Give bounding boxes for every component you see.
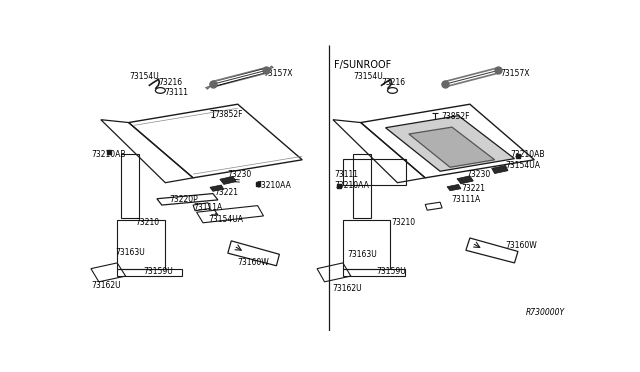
Text: 73154UA: 73154UA — [208, 215, 243, 224]
Text: 73160W: 73160W — [506, 241, 538, 250]
Text: 73210AA: 73210AA — [334, 181, 369, 190]
Text: 73154U: 73154U — [129, 72, 159, 81]
Text: 73216: 73216 — [158, 78, 182, 87]
Polygon shape — [205, 81, 218, 89]
Polygon shape — [385, 116, 515, 171]
Text: 73111: 73111 — [164, 88, 188, 97]
Text: 73163U: 73163U — [116, 248, 145, 257]
Text: 73221: 73221 — [461, 184, 485, 193]
Text: 73154UA: 73154UA — [506, 161, 541, 170]
Text: 73111: 73111 — [334, 170, 358, 179]
Text: 73210: 73210 — [136, 218, 159, 227]
Text: 73210AA: 73210AA — [256, 181, 291, 190]
Text: 73210AB: 73210AB — [91, 150, 125, 158]
Text: 73159U: 73159U — [143, 267, 173, 276]
Text: 73221: 73221 — [214, 188, 238, 197]
Text: 73210AB: 73210AB — [511, 150, 545, 158]
Text: 73157X: 73157X — [500, 69, 530, 78]
Text: F/SUNROOF: F/SUNROOF — [335, 60, 392, 70]
Text: 73111A: 73111A — [193, 203, 222, 212]
Text: 73220P: 73220P — [169, 195, 198, 204]
Text: 73162U: 73162U — [91, 281, 120, 290]
Text: 73162U: 73162U — [332, 284, 362, 293]
Text: 73163U: 73163U — [347, 250, 376, 259]
Text: 73154U: 73154U — [354, 72, 383, 81]
Polygon shape — [210, 185, 224, 191]
Text: 73111A: 73111A — [451, 195, 480, 204]
Polygon shape — [409, 127, 495, 167]
Text: 73159U: 73159U — [376, 267, 406, 276]
Text: 73852F: 73852F — [214, 110, 243, 119]
Text: 73210: 73210 — [392, 218, 415, 227]
Text: 73160W: 73160W — [237, 259, 269, 267]
Text: 73230: 73230 — [228, 170, 252, 179]
Polygon shape — [220, 176, 236, 185]
Polygon shape — [447, 185, 461, 191]
Text: 73216: 73216 — [381, 78, 406, 87]
Text: 73230: 73230 — [466, 170, 490, 179]
Polygon shape — [492, 166, 508, 173]
Polygon shape — [457, 176, 474, 184]
Text: 73852F: 73852F — [441, 112, 470, 121]
Text: 73157X: 73157X — [264, 69, 293, 78]
Text: R730000Y: R730000Y — [526, 308, 565, 317]
Polygon shape — [262, 66, 273, 74]
